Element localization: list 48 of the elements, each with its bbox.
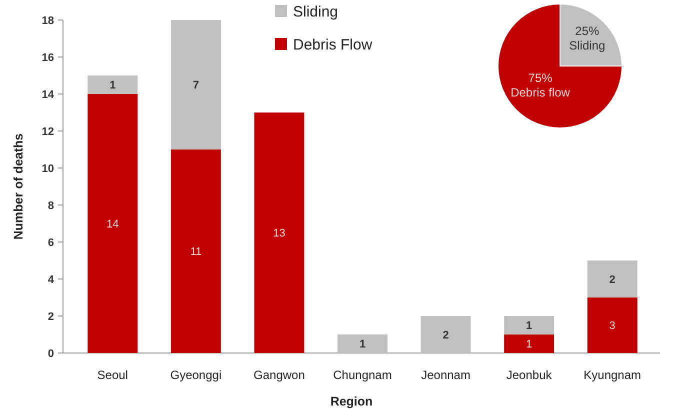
data-label: 3 <box>609 320 616 332</box>
legend-label: Sliding <box>293 3 338 20</box>
data-label: 11 <box>190 246 202 258</box>
y-tick-label: 2 <box>48 310 54 323</box>
x-tick-label: Jeonnam <box>421 368 470 382</box>
data-label: 1 <box>359 338 366 351</box>
bar <box>587 298 638 353</box>
bar <box>88 76 138 94</box>
x-axis-title: Region <box>330 394 373 408</box>
slice-label: Debris flow <box>510 86 570 100</box>
x-tick-label: Gyeonggi <box>170 368 222 382</box>
x-tick-label: Seoul <box>97 368 128 382</box>
bar <box>504 334 554 353</box>
bar <box>504 316 554 334</box>
y-tick-label: 8 <box>48 200 54 212</box>
y-tick-label: 10 <box>42 162 54 175</box>
y-tick-label: 14 <box>42 88 55 101</box>
data-label: 75% <box>528 71 553 86</box>
bar <box>338 334 388 353</box>
slice-label: Sliding <box>569 38 606 53</box>
y-tick-label: 0 <box>48 348 54 360</box>
x-tick-label: Kyungnam <box>584 368 642 382</box>
y-axis-title: Number of deaths <box>11 133 26 240</box>
y-tick-label: 6 <box>48 236 54 249</box>
bar <box>587 260 638 298</box>
bar <box>420 316 471 353</box>
x-tick-label: Gangwon <box>254 368 305 382</box>
data-label: 7 <box>192 80 199 92</box>
data-label: 13 <box>273 228 286 240</box>
data-label: 1 <box>526 320 532 332</box>
data-label: 25% <box>575 24 600 38</box>
y-tick-label: 16 <box>42 52 54 64</box>
data-label: 2 <box>442 329 449 342</box>
x-tick-label: Jeonbuk <box>506 368 553 382</box>
bar <box>254 112 304 353</box>
data-label: 2 <box>609 274 616 286</box>
bar <box>88 94 138 353</box>
x-tick-label: Chungnam <box>333 368 392 382</box>
y-tick-label: 12 <box>42 126 54 138</box>
data-label: 14 <box>106 218 119 230</box>
pie-slice <box>498 4 622 128</box>
bar <box>170 150 221 353</box>
data-label: 1 <box>110 80 116 92</box>
data-label: 1 <box>526 338 532 351</box>
bar <box>170 20 221 150</box>
y-tick-label: 4 <box>48 274 55 286</box>
legend-label: Debris Flow <box>293 36 372 54</box>
y-tick-label: 18 <box>42 14 54 27</box>
